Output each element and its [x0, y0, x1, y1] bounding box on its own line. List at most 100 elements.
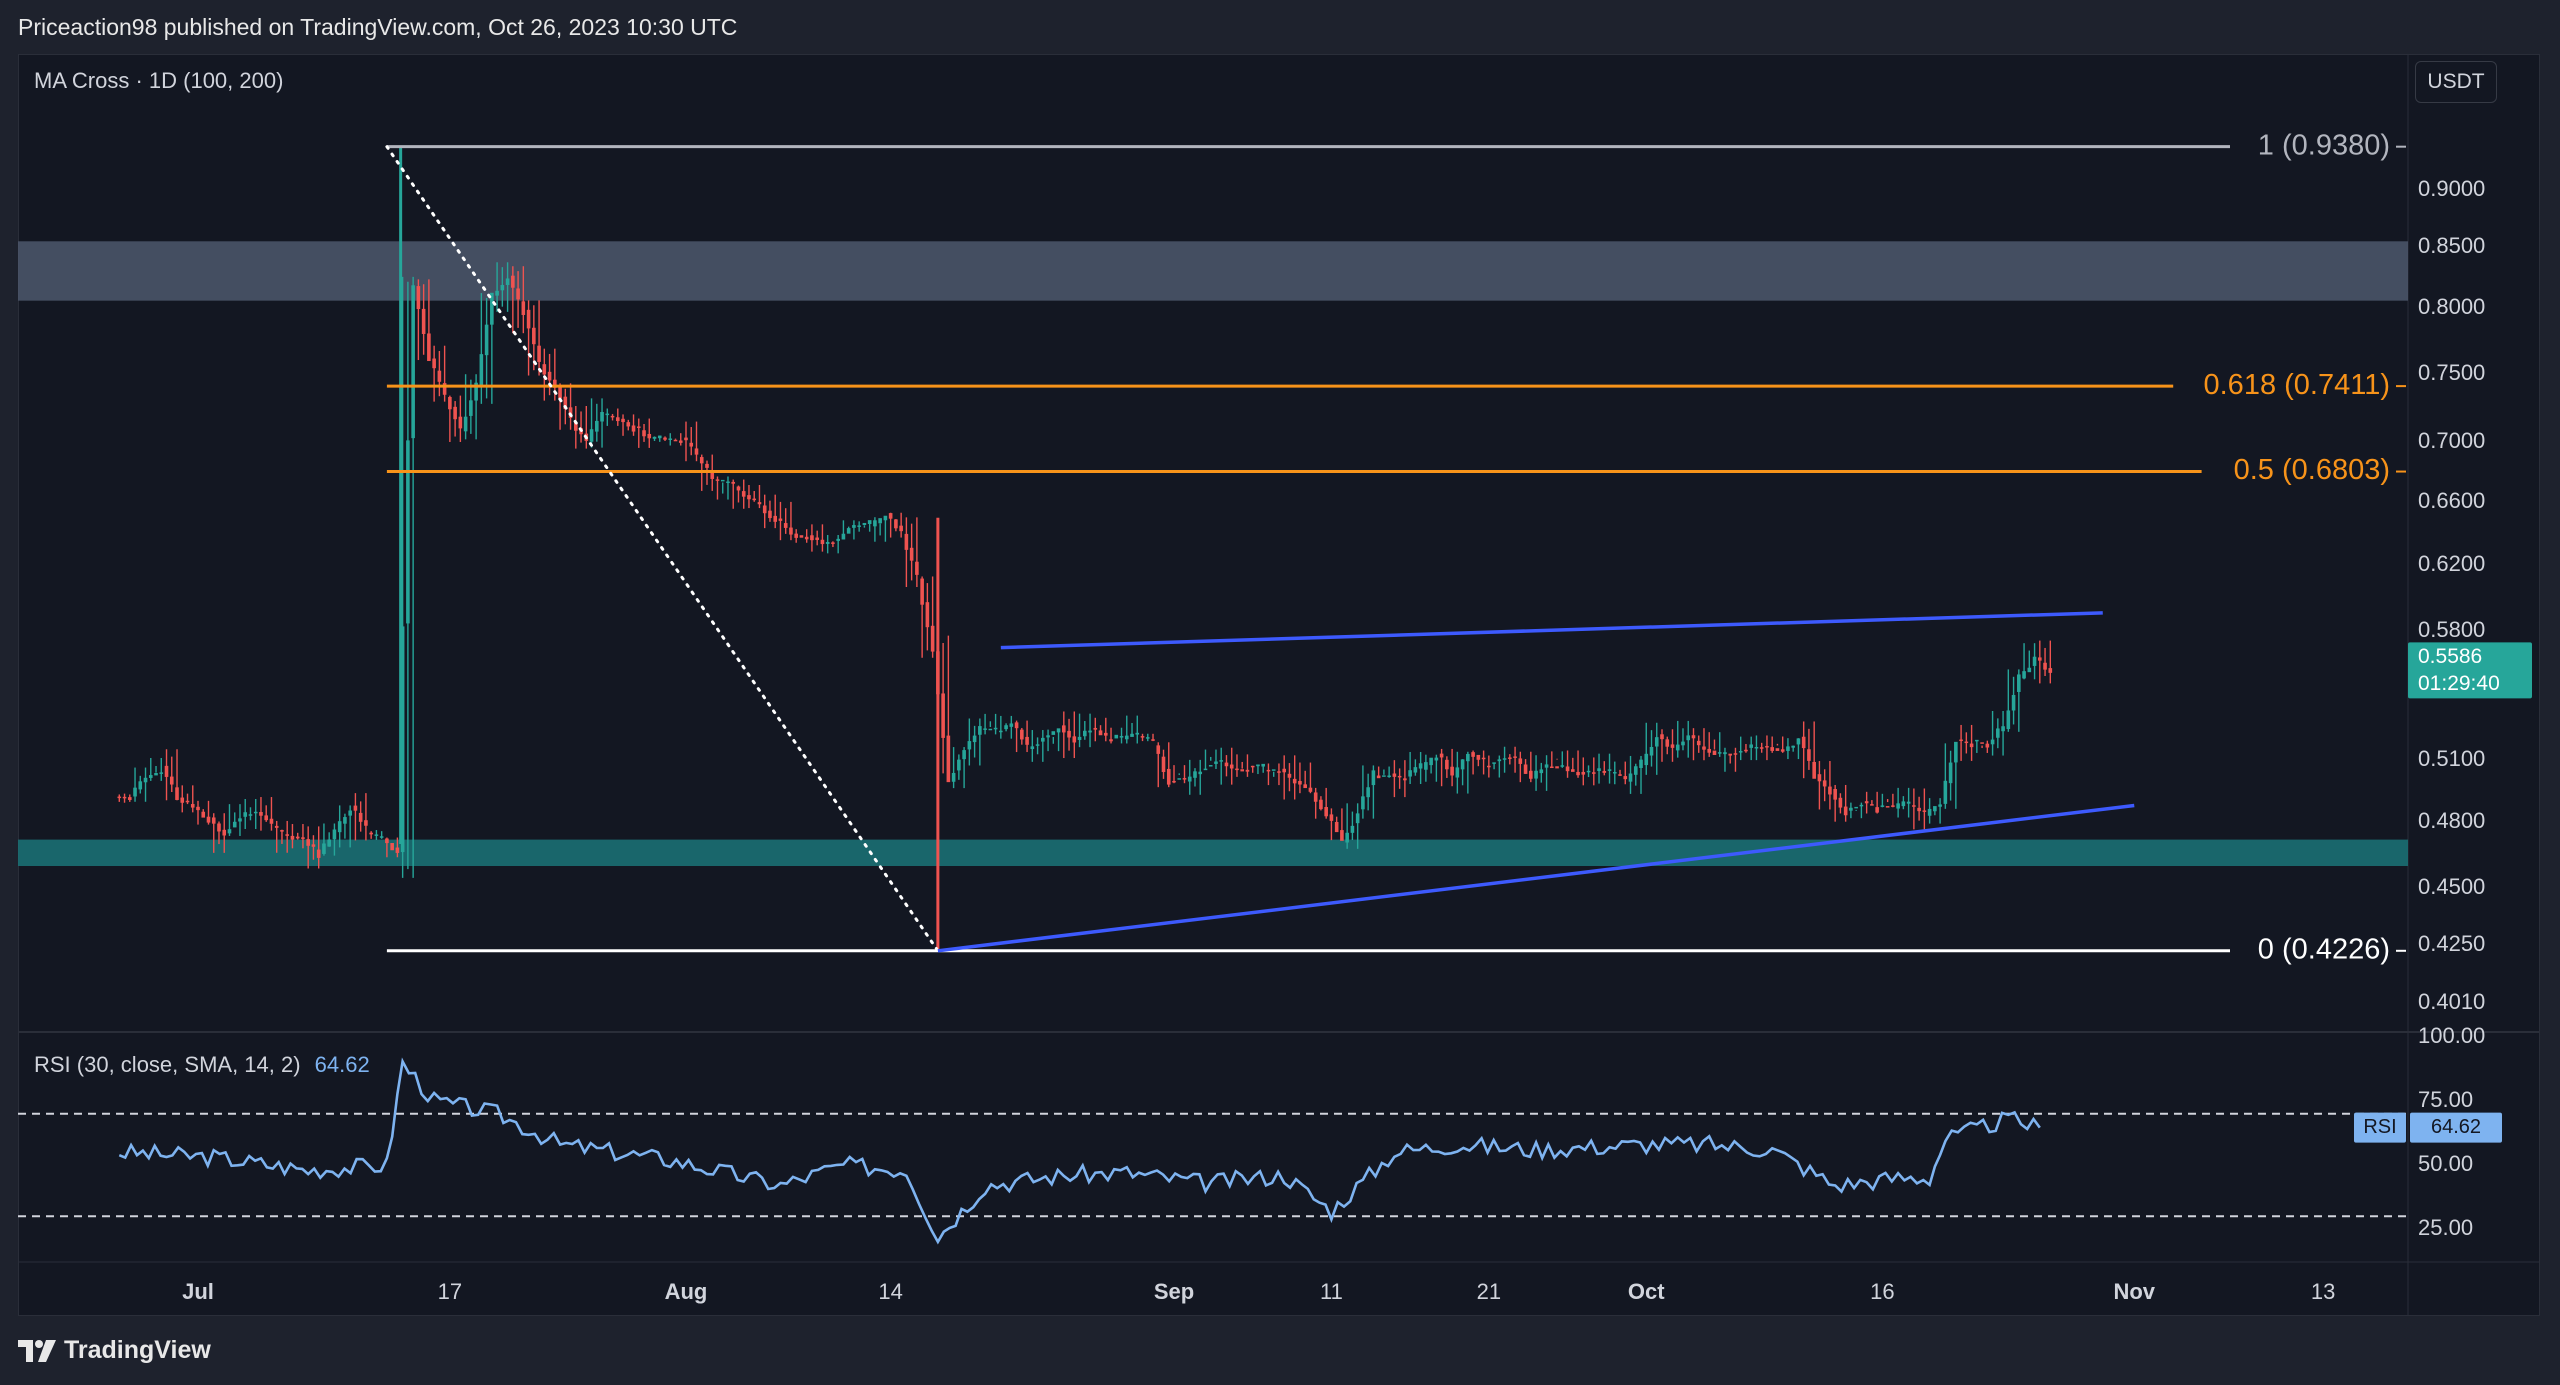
candle-body [962, 750, 966, 760]
candle-body [1707, 748, 1712, 753]
candle-body [1487, 765, 1491, 768]
candle-body [1917, 807, 1921, 812]
candle-body [285, 834, 290, 836]
candle-body [495, 290, 499, 296]
candle-body [1455, 767, 1460, 778]
candle-body [605, 413, 610, 416]
candle-body [1030, 746, 1035, 750]
candle-body [427, 333, 431, 362]
candle-body [673, 439, 678, 442]
candle-body [1004, 725, 1008, 730]
candle-body [1392, 773, 1397, 777]
candle-body [647, 433, 652, 439]
candle-body [1361, 796, 1365, 810]
candle-body [1020, 729, 1024, 740]
candle-body [1843, 806, 1848, 816]
candle-body [1670, 744, 1675, 748]
candle-body [1744, 749, 1748, 752]
candle-body [920, 578, 924, 605]
candle-body [1864, 801, 1869, 804]
candle-body [1298, 780, 1302, 785]
currency-button[interactable]: USDT [2415, 61, 2497, 103]
candle-body [1990, 739, 1995, 745]
candle-body [600, 412, 604, 422]
candle-body [1418, 763, 1423, 769]
candle-body [1224, 762, 1229, 767]
candle-body [925, 602, 930, 628]
candle-body [1193, 771, 1197, 778]
price-tick-4: 0.7000 [2418, 428, 2485, 453]
candle-body [1303, 784, 1307, 789]
candle-body [238, 818, 242, 822]
rsi-legend[interactable]: RSI (30, close, SMA, 14, 2) 64.62 [34, 1052, 370, 1078]
candle-body [1093, 727, 1098, 730]
candles [117, 146, 2053, 951]
candle-body [1529, 770, 1533, 779]
time-tick-9: Nov [2113, 1279, 2155, 1304]
candle-body [1880, 805, 1885, 807]
candle-body [274, 825, 279, 828]
candle-body [1166, 768, 1171, 785]
candle-body [1513, 756, 1517, 758]
candle-body [1450, 766, 1454, 776]
candle-body [1602, 770, 1607, 773]
candle-body [1938, 804, 1942, 807]
candle-body [1340, 830, 1344, 841]
candle-body [815, 537, 819, 540]
candle-body [500, 285, 505, 291]
candle-body [306, 839, 310, 846]
candle-body [1644, 753, 1649, 766]
candle-body [1172, 780, 1176, 783]
resistance-zone [18, 241, 2408, 301]
candle-body [2027, 667, 2032, 673]
candle-body [190, 804, 195, 808]
candle-body [899, 525, 903, 532]
candle-body [867, 520, 872, 525]
rsi-tick-0: 100.00 [2418, 1023, 2485, 1048]
candle-body [1660, 734, 1664, 740]
candle-body [1922, 810, 1927, 812]
rsi-legend-label: RSI (30, close, SMA, 14, 2) [34, 1052, 301, 1077]
candle-body [1560, 765, 1565, 767]
time-tick-3: 14 [878, 1279, 902, 1304]
candle-body [222, 829, 227, 836]
candle-body [1927, 808, 1932, 816]
candle-body [978, 726, 982, 735]
candle-body [1497, 759, 1502, 762]
candle-body [558, 386, 562, 399]
candle-body [904, 533, 909, 550]
candle-body [1581, 771, 1586, 775]
candle-body [1025, 736, 1029, 745]
candle-body [432, 358, 436, 369]
rsi-tick-1: 75.00 [2418, 1087, 2473, 1112]
candle-body [1765, 746, 1769, 748]
candle-body [479, 354, 484, 387]
candle-body [1424, 762, 1428, 770]
candle-body [484, 324, 489, 356]
candle-body [1959, 739, 1963, 742]
candle-body [400, 626, 405, 853]
candle-body [364, 820, 368, 826]
candle-body [1859, 804, 1864, 807]
tradingview-logo[interactable]: TradingView [18, 1336, 211, 1365]
candle-body [1460, 759, 1465, 770]
candle-body [1870, 804, 1874, 806]
price-tick-0: 0.9000 [2418, 176, 2485, 201]
price-tick-2: 0.8000 [2418, 294, 2485, 319]
candle-body [1413, 767, 1418, 773]
candle-body [857, 525, 861, 527]
candle-body [1088, 730, 1092, 733]
candle-body [1429, 757, 1433, 766]
candle-body [1256, 764, 1260, 767]
candle-body [138, 781, 143, 790]
candle-body [957, 759, 961, 771]
ma-legend[interactable]: MA Cross · 1D (100, 200) [34, 68, 284, 93]
candle-body [337, 821, 342, 833]
candle-body [1749, 744, 1754, 748]
price-tick-11: 0.4250 [2418, 931, 2485, 956]
candle-body [301, 837, 305, 839]
candle-body [1665, 739, 1670, 747]
candle-body [369, 832, 373, 835]
candle-body [385, 838, 389, 844]
